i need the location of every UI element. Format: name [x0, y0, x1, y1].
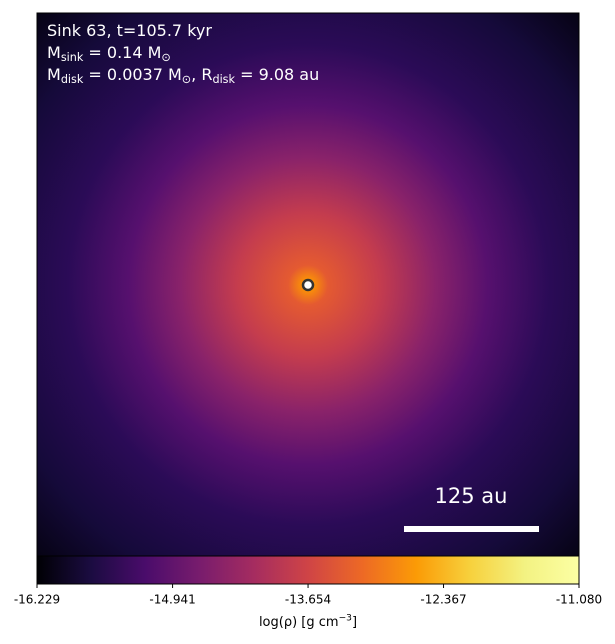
text-part: = 9.08 au — [235, 65, 319, 84]
sink-marker — [301, 278, 315, 292]
text-part: = 0.14 M — [83, 43, 161, 62]
tick-label: -12.367 — [420, 593, 466, 607]
text-part: M — [47, 43, 61, 62]
tick-label: -16.229 — [14, 593, 60, 607]
annotation-line: Sink 63, t=105.7 kyr — [47, 21, 212, 40]
text-part: M — [47, 65, 61, 84]
text-part: = 0.0037 M — [83, 65, 181, 84]
text-part: ] — [352, 615, 357, 630]
annotation-line: Mdisk = 0.0037 M⊙, Rdisk = 9.08 au — [47, 65, 319, 86]
text-part: disk — [212, 73, 235, 86]
tick-label: -11.080 — [556, 593, 602, 607]
text-part: ⊙ — [182, 73, 191, 86]
text-part: sink — [61, 51, 84, 64]
text-part: −3 — [339, 613, 353, 623]
tick-label: -13.654 — [285, 593, 331, 607]
tick-label: -14.941 — [149, 593, 195, 607]
text-part: , R — [191, 65, 212, 84]
colorbar-ticks: -16.229 -14.941 -13.654 -12.367 -11.080 — [14, 584, 602, 607]
text-part: disk — [61, 73, 84, 86]
scale-bar-label: 125 au — [435, 484, 508, 508]
text-part: log(ρ) [g cm — [259, 615, 339, 630]
scale-bar — [404, 526, 539, 532]
text-part: ⊙ — [161, 51, 170, 64]
colorbar-label: log(ρ) [g cm−3] — [259, 613, 357, 630]
colorbar — [36, 555, 580, 585]
annotation-line: Msink = 0.14 M⊙ — [47, 43, 171, 64]
text-part: Sink 63, t=105.7 kyr — [47, 21, 212, 40]
